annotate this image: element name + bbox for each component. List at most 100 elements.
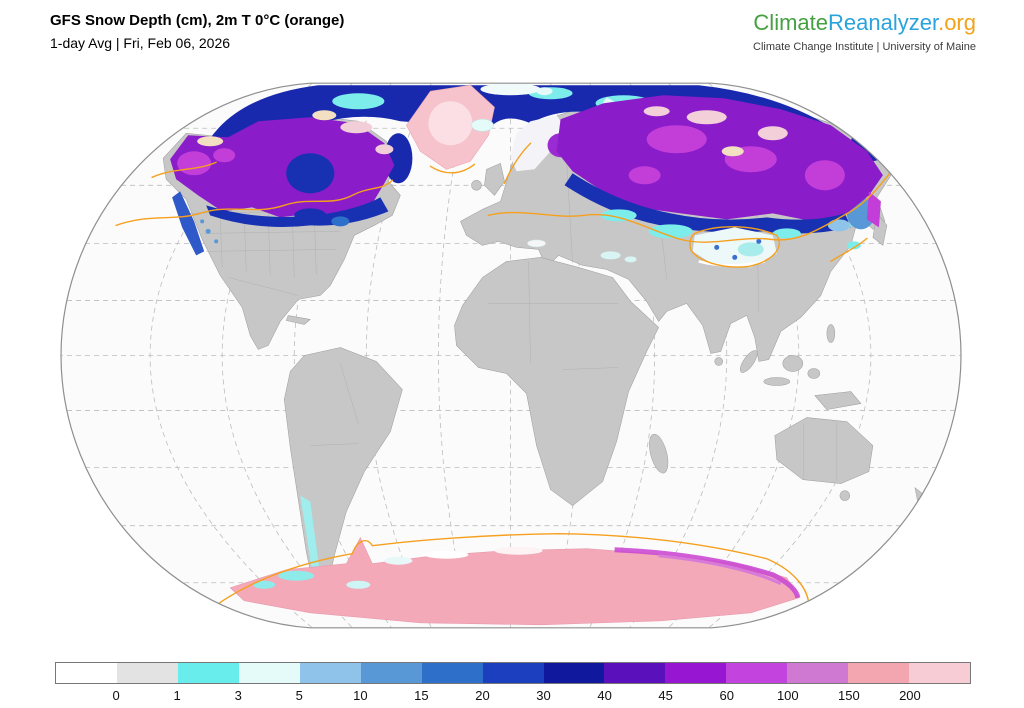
colorbar-tick-label: 3 xyxy=(234,688,242,703)
caucasus-snow xyxy=(624,256,637,263)
logo-climate-text: Climate xyxy=(753,10,828,35)
map-boundary xyxy=(60,82,962,629)
colorbar-tick-label: 60 xyxy=(719,688,734,703)
landmass-madagascar xyxy=(649,433,669,474)
us-mountain-snow-speck xyxy=(205,228,211,234)
landmass-java xyxy=(763,377,791,386)
urals-deep-snow xyxy=(628,166,661,185)
landmass-africa xyxy=(454,257,659,506)
northeast-us-snow xyxy=(331,216,350,227)
yukon-snow xyxy=(213,148,236,163)
landmass-sri-lanka xyxy=(714,357,723,366)
hudson-bay-snow xyxy=(286,153,335,194)
colorbar-tick-label: 15 xyxy=(414,688,429,703)
steppe-snow-fringe xyxy=(600,209,637,222)
landmass-australia xyxy=(774,417,874,484)
colorbar-segment xyxy=(482,663,544,683)
colorbar-segment xyxy=(56,663,117,683)
colorbar-segment xyxy=(299,663,361,683)
world-map-svg xyxy=(60,82,962,629)
arctic-cyan-patch xyxy=(332,93,385,110)
landmass-new-zealand xyxy=(914,487,936,527)
antarctica xyxy=(229,537,801,626)
siberia-south-snow-band xyxy=(564,173,851,234)
contour-east-asia xyxy=(830,237,868,263)
colorbar-segment xyxy=(238,663,300,683)
snow-cover-siberia xyxy=(556,95,883,222)
us-mountain-snow-speck xyxy=(200,219,205,224)
antarctica-coast-pale-patch xyxy=(384,556,413,565)
antarctica-coast-pale-patch xyxy=(424,550,469,559)
colorbar-scale xyxy=(55,662,971,684)
kamchatka-snow xyxy=(866,191,881,228)
korea-snow xyxy=(846,241,861,250)
arctic-islands-deep-snow xyxy=(375,144,394,155)
great-lakes-snow xyxy=(294,208,327,223)
colorbar-segment xyxy=(787,663,849,683)
temp-contour-0c xyxy=(115,142,894,614)
antarctica-coast-cyan-patch xyxy=(253,580,276,589)
arctic-islands-deep-snow xyxy=(312,110,337,121)
logo-org-text: .org xyxy=(938,10,976,35)
landmass-borneo xyxy=(782,355,804,372)
siberia-deepest-snow xyxy=(757,126,788,141)
colorbar-tick-label: 1 xyxy=(173,688,181,703)
landmass-sumatra xyxy=(739,350,758,373)
colorbar-segment xyxy=(604,663,666,683)
colorbar-segment xyxy=(360,663,422,683)
landmass-sulawesi xyxy=(807,368,821,379)
colorbar-tick-label: 20 xyxy=(475,688,490,703)
colorbar-tick-label: 150 xyxy=(838,688,860,703)
siberia-deep-snow xyxy=(646,125,707,154)
contour-tibet-loop xyxy=(689,226,780,268)
colorbar-tick-label: 0 xyxy=(112,688,120,703)
contour-eurasia xyxy=(487,168,894,243)
antarctica-coast-deep-snow xyxy=(614,547,801,599)
colorbar-tick-label: 5 xyxy=(295,688,303,703)
scandinavia-snow xyxy=(510,115,565,172)
colorbar-tick-label: 40 xyxy=(597,688,612,703)
contour-south-greenland xyxy=(429,163,476,174)
page-title: GFS Snow Depth (cm), 2m T 0°C (orange) xyxy=(50,12,345,29)
antarctica-coast-cyan-patch xyxy=(278,570,315,581)
himalaya-ridge-snow xyxy=(698,260,766,267)
contour-antarctic-ring xyxy=(205,532,810,614)
siberia-deep-snow xyxy=(804,160,845,191)
colorbar-segment xyxy=(848,663,910,683)
landmass-new-guinea xyxy=(814,391,862,410)
colorbar-segment xyxy=(909,663,971,683)
steppe-snow-fringe xyxy=(648,224,693,239)
antarctica-coast-orchid-snow xyxy=(658,554,782,586)
alps-snow xyxy=(527,239,546,248)
colorbar-tick-label: 45 xyxy=(658,688,673,703)
rockies-snow-strip xyxy=(172,191,205,256)
himalaya-snow-speck xyxy=(756,238,762,244)
antarctica-coast-pale-patch xyxy=(494,546,543,555)
colorbar-tick-labels: 0 1 3 5 10 15 20 30 40 45 60 100 150 200 xyxy=(55,688,971,704)
siberia-deepest-snow xyxy=(686,110,727,125)
snow-cover-northern-hemisphere xyxy=(170,83,891,586)
us-mountain-snow-speck xyxy=(214,239,219,244)
andes-snow-strip xyxy=(300,495,321,586)
landmass-united-kingdom xyxy=(484,162,505,196)
page-subtitle: 1-day Avg | Fri, Feb 06, 2026 xyxy=(50,35,231,51)
colorbar-segment xyxy=(543,663,605,683)
arctic-islands-deep-snow xyxy=(340,121,373,134)
landmass-cuba xyxy=(285,315,311,325)
snow-cover-canada xyxy=(170,117,395,218)
alaska-north-slope-snow xyxy=(197,136,224,147)
colorbar-tick-label: 30 xyxy=(536,688,551,703)
branding: ClimateReanalyzer.org Climate Change Ins… xyxy=(753,10,976,53)
contour-north-america xyxy=(115,179,394,227)
himalaya-snow-speck xyxy=(714,244,720,250)
header: GFS Snow Depth (cm), 2m T 0°C (orange) 1… xyxy=(50,12,344,51)
tibet-snow xyxy=(692,227,777,268)
polar-pale-patch xyxy=(480,83,541,96)
climate-reanalyzer-logo[interactable]: ClimateReanalyzer.org xyxy=(753,10,976,36)
baffin-bay-snow xyxy=(384,133,413,184)
contour-norway-coast xyxy=(503,142,532,185)
landmass-philippines xyxy=(826,324,836,343)
anatolia-snow xyxy=(600,251,621,260)
colorbar-tick-label: 100 xyxy=(776,688,799,703)
svalbard-snow xyxy=(536,87,553,96)
